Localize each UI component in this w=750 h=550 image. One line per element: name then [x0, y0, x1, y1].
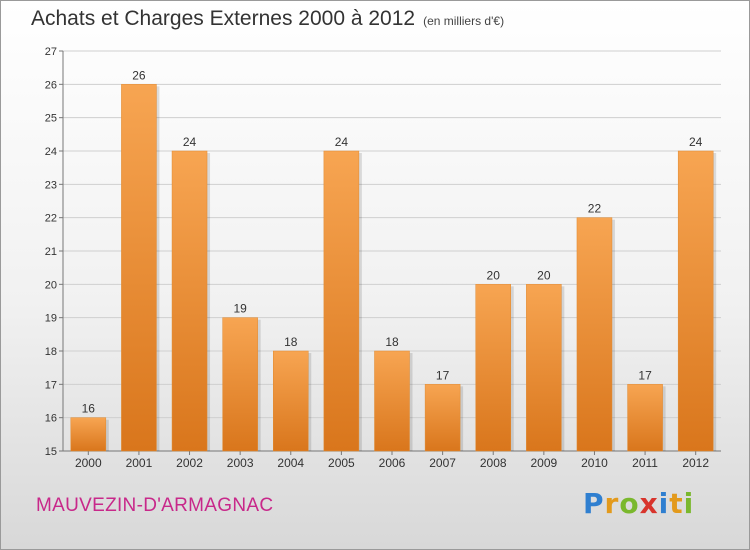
x-tick-label: 2009	[530, 456, 557, 470]
logo-letter: i	[658, 487, 670, 520]
chart-title: Achats et Charges Externes 2000 à 2012 (e…	[31, 7, 504, 31]
bar-value-label: 20	[487, 268, 501, 282]
bar-2003[interactable]	[222, 317, 258, 452]
x-tick-label: 2012	[682, 456, 709, 470]
x-tick-label: 2008	[480, 456, 507, 470]
y-tick-label: 23	[45, 179, 57, 191]
bar-2005[interactable]	[323, 150, 360, 452]
y-tick-label: 26	[45, 79, 57, 91]
bar-value-label: 26	[132, 68, 146, 82]
x-tick-label: 2004	[277, 456, 304, 470]
bar-value-label: 17	[638, 368, 652, 382]
bar-value-label: 17	[436, 368, 450, 382]
bars	[70, 84, 717, 452]
bar-2002[interactable]	[171, 150, 208, 452]
bar-2007[interactable]	[424, 384, 461, 452]
labels: 15 16 17 18 19 20 21 22 23 24 25 26 27 16 2000 26 2001 24…	[45, 46, 710, 470]
bar-2004[interactable]	[273, 350, 309, 452]
bar-value-label: 20	[537, 268, 551, 282]
bar-2000[interactable]	[70, 417, 107, 452]
x-tick-label: 2007	[429, 456, 456, 470]
bar-2001[interactable]	[121, 84, 157, 452]
bar-2011[interactable]	[627, 384, 663, 452]
x-tick-label: 2000	[75, 456, 102, 470]
bar-2009[interactable]	[526, 284, 562, 452]
proxiti-logo[interactable]: Proxiti	[583, 487, 694, 520]
y-tick-label: 16	[45, 413, 57, 425]
bar-2010[interactable]	[576, 217, 613, 452]
y-tick-label: 25	[45, 113, 57, 125]
logo-letter: i	[683, 487, 695, 520]
bar-value-label: 24	[183, 135, 197, 149]
x-tick-label: 2001	[126, 456, 153, 470]
logo-letter: r	[604, 487, 620, 520]
y-tick-label: 19	[45, 313, 57, 325]
town-name: MAUVEZIN-D'ARMAGNAC	[36, 495, 274, 516]
logo-letter: P	[583, 487, 605, 520]
bar-value-label: 22	[588, 202, 602, 216]
y-tick-label: 22	[45, 213, 57, 225]
bar-value-label: 18	[385, 335, 399, 349]
x-tick-label: 2005	[328, 456, 355, 470]
y-tick-label: 15	[45, 446, 57, 458]
bar-value-label: 18	[284, 335, 298, 349]
y-tick-label: 20	[45, 279, 57, 291]
y-tick-label: 17	[45, 379, 57, 391]
bar-value-label: 24	[689, 135, 703, 149]
y-tick-label: 18	[45, 346, 57, 358]
bar-value-label: 19	[233, 302, 247, 316]
bar-value-label: 24	[335, 135, 349, 149]
y-tick-label: 24	[45, 146, 57, 158]
unit-label: (en milliers d'€)	[423, 14, 505, 28]
bar-2008[interactable]	[475, 284, 511, 452]
y-tick-label: 27	[45, 46, 57, 58]
bar-value-label: 16	[82, 402, 96, 416]
x-tick-label: 2006	[379, 456, 406, 470]
y-tick-label: 21	[45, 246, 57, 258]
title-text: Achats et Charges Externes 2000 à 2012	[31, 7, 416, 30]
x-tick-label: 2011	[632, 456, 658, 470]
x-tick-label: 2003	[227, 456, 254, 470]
x-tick-label: 2002	[176, 456, 203, 470]
logo-letter: x	[639, 487, 659, 520]
x-tick-label: 2010	[581, 456, 608, 470]
logo-letter: t	[669, 487, 684, 520]
bar-2006[interactable]	[374, 350, 410, 452]
bar-2012[interactable]	[677, 150, 714, 452]
logo-letter: o	[619, 487, 640, 520]
